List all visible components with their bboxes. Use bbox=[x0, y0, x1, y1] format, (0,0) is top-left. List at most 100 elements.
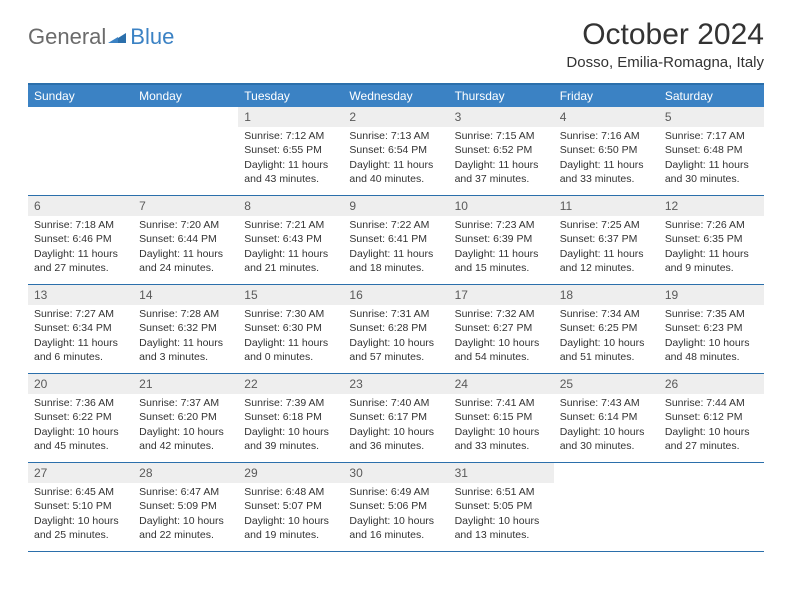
day-number: 23 bbox=[343, 374, 448, 394]
daylight-text: Daylight: 10 hours and 39 minutes. bbox=[244, 425, 337, 453]
sunset-text: Sunset: 6:39 PM bbox=[455, 232, 548, 246]
calendar-day: 13Sunrise: 7:27 AMSunset: 6:34 PMDayligh… bbox=[28, 285, 133, 373]
sunset-text: Sunset: 5:06 PM bbox=[349, 499, 442, 513]
sunrise-text: Sunrise: 7:27 AM bbox=[34, 307, 127, 321]
day-number: 31 bbox=[449, 463, 554, 483]
day-number: 11 bbox=[554, 196, 659, 216]
calendar-day: 6Sunrise: 7:18 AMSunset: 6:46 PMDaylight… bbox=[28, 196, 133, 284]
daylight-text: Daylight: 10 hours and 54 minutes. bbox=[455, 336, 548, 364]
calendar-day: 2Sunrise: 7:13 AMSunset: 6:54 PMDaylight… bbox=[343, 107, 448, 195]
day-number: 27 bbox=[28, 463, 133, 483]
calendar-day: 23Sunrise: 7:40 AMSunset: 6:17 PMDayligh… bbox=[343, 374, 448, 462]
calendar-day: 26Sunrise: 7:44 AMSunset: 6:12 PMDayligh… bbox=[659, 374, 764, 462]
day-number: 5 bbox=[659, 107, 764, 127]
weekday-header: Thursday bbox=[449, 85, 554, 107]
calendar-day bbox=[133, 107, 238, 195]
sunrise-text: Sunrise: 7:32 AM bbox=[455, 307, 548, 321]
calendar-day: 21Sunrise: 7:37 AMSunset: 6:20 PMDayligh… bbox=[133, 374, 238, 462]
day-number: 19 bbox=[659, 285, 764, 305]
sunset-text: Sunset: 6:30 PM bbox=[244, 321, 337, 335]
logo: General Blue bbox=[28, 18, 174, 50]
day-number: 7 bbox=[133, 196, 238, 216]
day-number: 24 bbox=[449, 374, 554, 394]
day-number: 28 bbox=[133, 463, 238, 483]
daylight-text: Daylight: 11 hours and 3 minutes. bbox=[139, 336, 232, 364]
sunrise-text: Sunrise: 7:15 AM bbox=[455, 129, 548, 143]
sunrise-text: Sunrise: 7:13 AM bbox=[349, 129, 442, 143]
day-body: Sunrise: 7:31 AMSunset: 6:28 PMDaylight:… bbox=[343, 305, 448, 368]
sunrise-text: Sunrise: 6:49 AM bbox=[349, 485, 442, 499]
sunset-text: Sunset: 6:50 PM bbox=[560, 143, 653, 157]
calendar-day: 18Sunrise: 7:34 AMSunset: 6:25 PMDayligh… bbox=[554, 285, 659, 373]
day-body: Sunrise: 6:48 AMSunset: 5:07 PMDaylight:… bbox=[238, 483, 343, 546]
sunrise-text: Sunrise: 7:21 AM bbox=[244, 218, 337, 232]
day-body: Sunrise: 7:36 AMSunset: 6:22 PMDaylight:… bbox=[28, 394, 133, 457]
day-number: 13 bbox=[28, 285, 133, 305]
calendar-week: 1Sunrise: 7:12 AMSunset: 6:55 PMDaylight… bbox=[28, 107, 764, 196]
daylight-text: Daylight: 11 hours and 24 minutes. bbox=[139, 247, 232, 275]
calendar-day: 12Sunrise: 7:26 AMSunset: 6:35 PMDayligh… bbox=[659, 196, 764, 284]
calendar-day: 11Sunrise: 7:25 AMSunset: 6:37 PMDayligh… bbox=[554, 196, 659, 284]
calendar-day: 30Sunrise: 6:49 AMSunset: 5:06 PMDayligh… bbox=[343, 463, 448, 551]
sunset-text: Sunset: 6:25 PM bbox=[560, 321, 653, 335]
day-number: 12 bbox=[659, 196, 764, 216]
daylight-text: Daylight: 11 hours and 6 minutes. bbox=[34, 336, 127, 364]
logo-text-blue: Blue bbox=[130, 24, 174, 50]
sunrise-text: Sunrise: 7:20 AM bbox=[139, 218, 232, 232]
day-number: 26 bbox=[659, 374, 764, 394]
daylight-text: Daylight: 11 hours and 27 minutes. bbox=[34, 247, 127, 275]
calendar-day: 5Sunrise: 7:17 AMSunset: 6:48 PMDaylight… bbox=[659, 107, 764, 195]
day-number: 25 bbox=[554, 374, 659, 394]
calendar-day: 14Sunrise: 7:28 AMSunset: 6:32 PMDayligh… bbox=[133, 285, 238, 373]
sunrise-text: Sunrise: 6:51 AM bbox=[455, 485, 548, 499]
daylight-text: Daylight: 10 hours and 57 minutes. bbox=[349, 336, 442, 364]
day-body: Sunrise: 7:18 AMSunset: 6:46 PMDaylight:… bbox=[28, 216, 133, 279]
sunrise-text: Sunrise: 7:26 AM bbox=[665, 218, 758, 232]
sunrise-text: Sunrise: 7:37 AM bbox=[139, 396, 232, 410]
daylight-text: Daylight: 11 hours and 18 minutes. bbox=[349, 247, 442, 275]
calendar-day: 9Sunrise: 7:22 AMSunset: 6:41 PMDaylight… bbox=[343, 196, 448, 284]
daylight-text: Daylight: 11 hours and 9 minutes. bbox=[665, 247, 758, 275]
sunrise-text: Sunrise: 7:22 AM bbox=[349, 218, 442, 232]
sunrise-text: Sunrise: 6:48 AM bbox=[244, 485, 337, 499]
calendar-day: 15Sunrise: 7:30 AMSunset: 6:30 PMDayligh… bbox=[238, 285, 343, 373]
day-number: 18 bbox=[554, 285, 659, 305]
daylight-text: Daylight: 10 hours and 30 minutes. bbox=[560, 425, 653, 453]
calendar-day: 25Sunrise: 7:43 AMSunset: 6:14 PMDayligh… bbox=[554, 374, 659, 462]
daylight-text: Daylight: 10 hours and 51 minutes. bbox=[560, 336, 653, 364]
sunset-text: Sunset: 6:22 PM bbox=[34, 410, 127, 424]
day-number: 6 bbox=[28, 196, 133, 216]
day-number: 10 bbox=[449, 196, 554, 216]
sunset-text: Sunset: 6:48 PM bbox=[665, 143, 758, 157]
day-body: Sunrise: 7:22 AMSunset: 6:41 PMDaylight:… bbox=[343, 216, 448, 279]
sunrise-text: Sunrise: 7:30 AM bbox=[244, 307, 337, 321]
sunrise-text: Sunrise: 7:18 AM bbox=[34, 218, 127, 232]
day-body: Sunrise: 7:39 AMSunset: 6:18 PMDaylight:… bbox=[238, 394, 343, 457]
daylight-text: Daylight: 11 hours and 30 minutes. bbox=[665, 158, 758, 186]
page-title: October 2024 bbox=[566, 18, 764, 52]
daylight-text: Daylight: 11 hours and 21 minutes. bbox=[244, 247, 337, 275]
day-number: 20 bbox=[28, 374, 133, 394]
location-label: Dosso, Emilia-Romagna, Italy bbox=[566, 54, 764, 71]
sunset-text: Sunset: 6:17 PM bbox=[349, 410, 442, 424]
day-body: Sunrise: 7:32 AMSunset: 6:27 PMDaylight:… bbox=[449, 305, 554, 368]
title-block: October 2024 Dosso, Emilia-Romagna, Ital… bbox=[566, 18, 764, 71]
day-body: Sunrise: 7:43 AMSunset: 6:14 PMDaylight:… bbox=[554, 394, 659, 457]
sunset-text: Sunset: 6:55 PM bbox=[244, 143, 337, 157]
sunset-text: Sunset: 6:14 PM bbox=[560, 410, 653, 424]
calendar-day: 8Sunrise: 7:21 AMSunset: 6:43 PMDaylight… bbox=[238, 196, 343, 284]
calendar-day: 1Sunrise: 7:12 AMSunset: 6:55 PMDaylight… bbox=[238, 107, 343, 195]
sunset-text: Sunset: 6:44 PM bbox=[139, 232, 232, 246]
day-number: 3 bbox=[449, 107, 554, 127]
daylight-text: Daylight: 11 hours and 40 minutes. bbox=[349, 158, 442, 186]
day-body: Sunrise: 7:16 AMSunset: 6:50 PMDaylight:… bbox=[554, 127, 659, 190]
day-number: 4 bbox=[554, 107, 659, 127]
weekday-header: Saturday bbox=[659, 85, 764, 107]
day-body: Sunrise: 6:49 AMSunset: 5:06 PMDaylight:… bbox=[343, 483, 448, 546]
sunrise-text: Sunrise: 7:12 AM bbox=[244, 129, 337, 143]
daylight-text: Daylight: 10 hours and 27 minutes. bbox=[665, 425, 758, 453]
weekday-header: Friday bbox=[554, 85, 659, 107]
daylight-text: Daylight: 11 hours and 33 minutes. bbox=[560, 158, 653, 186]
logo-text-general: General bbox=[28, 24, 106, 50]
calendar-day: 3Sunrise: 7:15 AMSunset: 6:52 PMDaylight… bbox=[449, 107, 554, 195]
